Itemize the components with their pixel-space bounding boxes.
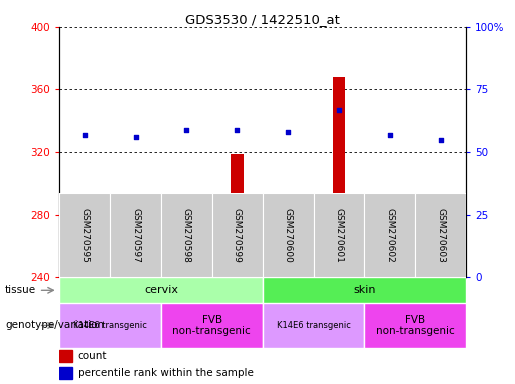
Text: GSM270598: GSM270598: [182, 208, 191, 262]
Bar: [282, 210, 295, 277]
Text: percentile rank within the sample: percentile rank within the sample: [78, 368, 253, 379]
Text: GSM270603: GSM270603: [436, 208, 445, 262]
Bar: [263, 303, 364, 348]
Text: FVB
non-transgenic: FVB non-transgenic: [173, 314, 251, 336]
Text: GSM270595: GSM270595: [80, 208, 89, 262]
Point: [335, 106, 343, 113]
Bar: [364, 193, 415, 277]
Text: FVB
non-transgenic: FVB non-transgenic: [376, 314, 455, 336]
Bar: [129, 224, 142, 277]
Point: [284, 129, 292, 135]
Bar: [110, 193, 161, 277]
Bar: [212, 193, 263, 277]
Bar: [415, 193, 466, 277]
Point: [182, 126, 191, 132]
Bar: [59, 193, 110, 277]
Text: GSM270599: GSM270599: [233, 208, 242, 262]
Bar: [365, 303, 466, 348]
Bar: [434, 276, 447, 277]
Title: GDS3530 / 1422510_at: GDS3530 / 1422510_at: [185, 13, 340, 26]
Text: skin: skin: [353, 285, 375, 295]
Point: [80, 131, 89, 137]
Bar: [384, 207, 396, 277]
Text: genotype/variation: genotype/variation: [5, 320, 104, 331]
Bar: [333, 77, 345, 277]
Text: GSM270601: GSM270601: [334, 208, 344, 262]
Bar: [314, 193, 364, 277]
Bar: [59, 367, 72, 379]
Bar: [78, 222, 91, 277]
Text: count: count: [78, 351, 107, 361]
Text: tissue: tissue: [5, 285, 36, 295]
Text: GSM270597: GSM270597: [131, 208, 140, 262]
Bar: [263, 277, 466, 303]
Bar: [231, 154, 244, 277]
Point: [131, 134, 140, 140]
Bar: [161, 303, 263, 348]
Point: [233, 126, 242, 132]
Text: K14E6 transgenic: K14E6 transgenic: [73, 321, 147, 330]
Text: GSM270600: GSM270600: [284, 208, 293, 262]
Text: GSM270602: GSM270602: [385, 208, 394, 262]
Point: [437, 136, 445, 142]
Bar: [59, 303, 161, 348]
Text: K14E6 transgenic: K14E6 transgenic: [277, 321, 350, 330]
Bar: [180, 202, 193, 277]
Point: [386, 131, 394, 137]
Bar: [161, 193, 212, 277]
Bar: [59, 277, 263, 303]
Bar: [59, 350, 72, 362]
Text: cervix: cervix: [144, 285, 178, 295]
Bar: [263, 193, 314, 277]
